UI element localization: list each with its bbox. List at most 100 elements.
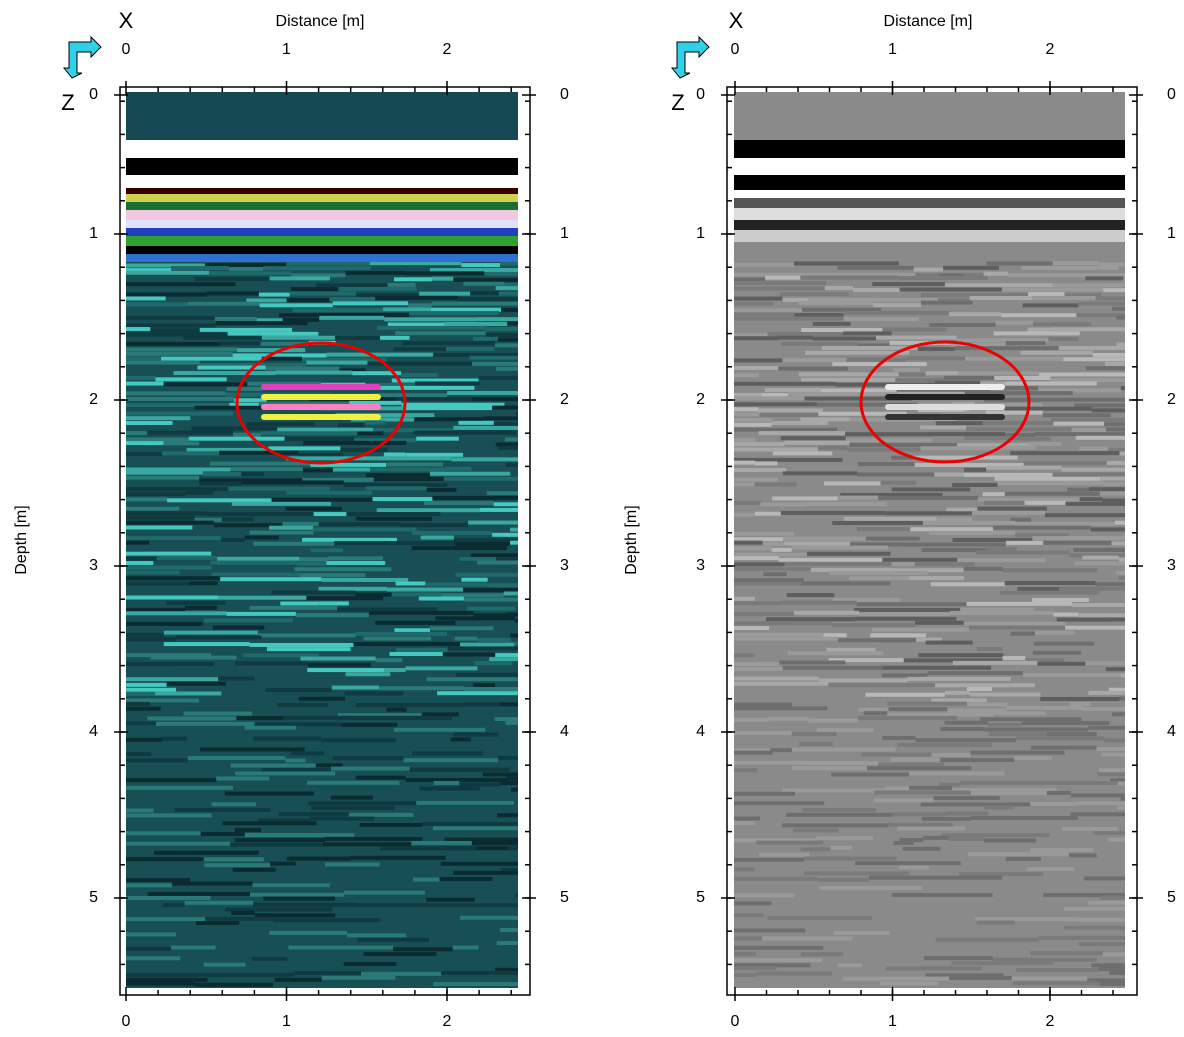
reflection-streak <box>1070 793 1125 798</box>
reflection-streak <box>453 538 518 543</box>
reflection-streak <box>801 327 883 332</box>
reflection-streak <box>1000 445 1036 450</box>
reflection-streak <box>459 782 500 787</box>
reflection-streak <box>734 427 838 432</box>
reflection-streak <box>734 262 794 267</box>
reflection-streak <box>126 270 210 275</box>
reflection-streak <box>1013 981 1101 986</box>
reflection-streak <box>249 642 354 647</box>
reflection-streak <box>889 340 951 345</box>
reflection-streak <box>935 683 1035 688</box>
reflection-streak <box>458 420 494 425</box>
reflection-streak <box>477 317 518 322</box>
reflection-streak <box>1065 501 1125 506</box>
reflection-streak <box>1091 408 1125 413</box>
reflection-streak <box>734 653 755 658</box>
reflection-streak <box>393 347 446 352</box>
reflection-streak <box>875 335 957 340</box>
reflection-streak <box>1074 403 1125 408</box>
reflection-streak <box>944 720 989 725</box>
reflection-streak <box>1092 352 1125 357</box>
reflection-streak <box>734 612 794 617</box>
reflection-streak <box>258 818 310 823</box>
reflection-streak <box>982 420 1054 425</box>
x-tick-label: 0 <box>731 1013 740 1030</box>
reflection-streak <box>500 927 518 932</box>
reflection-streak <box>213 523 283 528</box>
y-tick-label: 1 <box>560 225 569 242</box>
x-tick-label: 0 <box>731 41 740 58</box>
reflection-streak <box>1095 296 1125 301</box>
reflection-streak <box>393 277 433 282</box>
reflection-streak <box>1032 536 1125 541</box>
reflection-streak <box>800 275 898 280</box>
reflection-streak <box>734 392 762 397</box>
reflection-streak <box>303 440 407 445</box>
reflection-streak <box>299 557 328 562</box>
y-tick-label: 0 <box>1167 86 1176 103</box>
reflection-streak <box>355 631 447 636</box>
reflection-streak <box>734 717 769 722</box>
reflection-streak <box>414 417 484 422</box>
reflection-streak <box>817 445 848 450</box>
reflection-streak <box>963 273 984 278</box>
reflection-streak <box>495 366 518 371</box>
axis-frame <box>119 86 531 996</box>
reflection-streak <box>497 813 518 818</box>
reflection-streak <box>150 655 237 660</box>
reflection-streak <box>964 436 1019 441</box>
reflection-streak <box>269 930 348 935</box>
reflection-streak <box>1073 547 1125 552</box>
y-tick-label: 4 <box>89 723 98 740</box>
reflection-streak <box>126 576 221 581</box>
reflection-streak <box>331 685 379 690</box>
reflection-streak <box>166 681 226 686</box>
reflection-streak <box>501 307 518 312</box>
reflection-streak <box>355 775 406 780</box>
reflection-streak <box>186 447 269 452</box>
reflection-streak <box>734 336 778 341</box>
reflection-streak <box>960 607 1035 612</box>
reflection-streak <box>1028 441 1062 446</box>
reflection-streak <box>985 410 1043 415</box>
reflection-streak <box>126 581 190 586</box>
reflection-streak <box>888 707 948 712</box>
reflection-streak <box>154 850 259 855</box>
reflection-streak <box>126 946 172 951</box>
reflection-streak <box>473 336 498 341</box>
reflection-streak <box>734 636 838 641</box>
reflection-streak <box>934 472 964 477</box>
reflection-streak <box>1017 587 1059 592</box>
reflection-streak <box>232 867 276 872</box>
reflection-streak <box>1104 422 1125 427</box>
reflection-streak <box>993 711 1046 716</box>
reflection-streak <box>211 802 256 807</box>
reflection-streak <box>734 365 779 370</box>
reflection-streak <box>188 436 285 441</box>
reflection-streak <box>1051 418 1125 423</box>
reflection-streak <box>856 602 967 607</box>
reflection-streak <box>1046 790 1071 795</box>
reflection-streak <box>956 338 1049 343</box>
reflection-streak <box>222 821 317 826</box>
reflection-streak <box>166 600 226 605</box>
x-direction-marker: X <box>729 8 744 33</box>
reflection-streak <box>843 976 949 981</box>
reflection-streak <box>964 410 986 415</box>
reflection-streak <box>405 666 478 671</box>
reflection-streak <box>307 668 384 673</box>
reflection-streak <box>185 490 213 495</box>
reflection-streak <box>212 625 265 630</box>
reflection-streak <box>126 487 229 492</box>
reflection-streak <box>1106 460 1125 465</box>
reflection-streak <box>857 526 911 531</box>
reflection-streak <box>269 525 313 530</box>
reflection-streak <box>289 291 357 296</box>
reflection-streak <box>798 301 874 306</box>
reflection-streak <box>1030 848 1094 853</box>
reflection-streak <box>951 961 1025 966</box>
reflection-streak <box>952 660 1038 665</box>
reflection-streak <box>758 852 810 857</box>
reflection-streak <box>785 812 893 817</box>
